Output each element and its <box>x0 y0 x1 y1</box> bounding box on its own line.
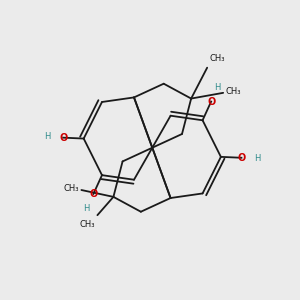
Text: H: H <box>84 204 90 213</box>
Text: O: O <box>59 133 67 143</box>
Text: O: O <box>89 189 98 199</box>
Text: H: H <box>44 132 50 141</box>
Text: CH₃: CH₃ <box>209 54 225 63</box>
Text: H: H <box>254 154 261 163</box>
Text: O: O <box>237 153 246 163</box>
Text: CH₃: CH₃ <box>225 87 241 96</box>
Text: O: O <box>207 97 215 106</box>
Text: CH₃: CH₃ <box>64 184 79 194</box>
Text: H: H <box>214 82 221 91</box>
Text: CH₃: CH₃ <box>80 220 95 229</box>
